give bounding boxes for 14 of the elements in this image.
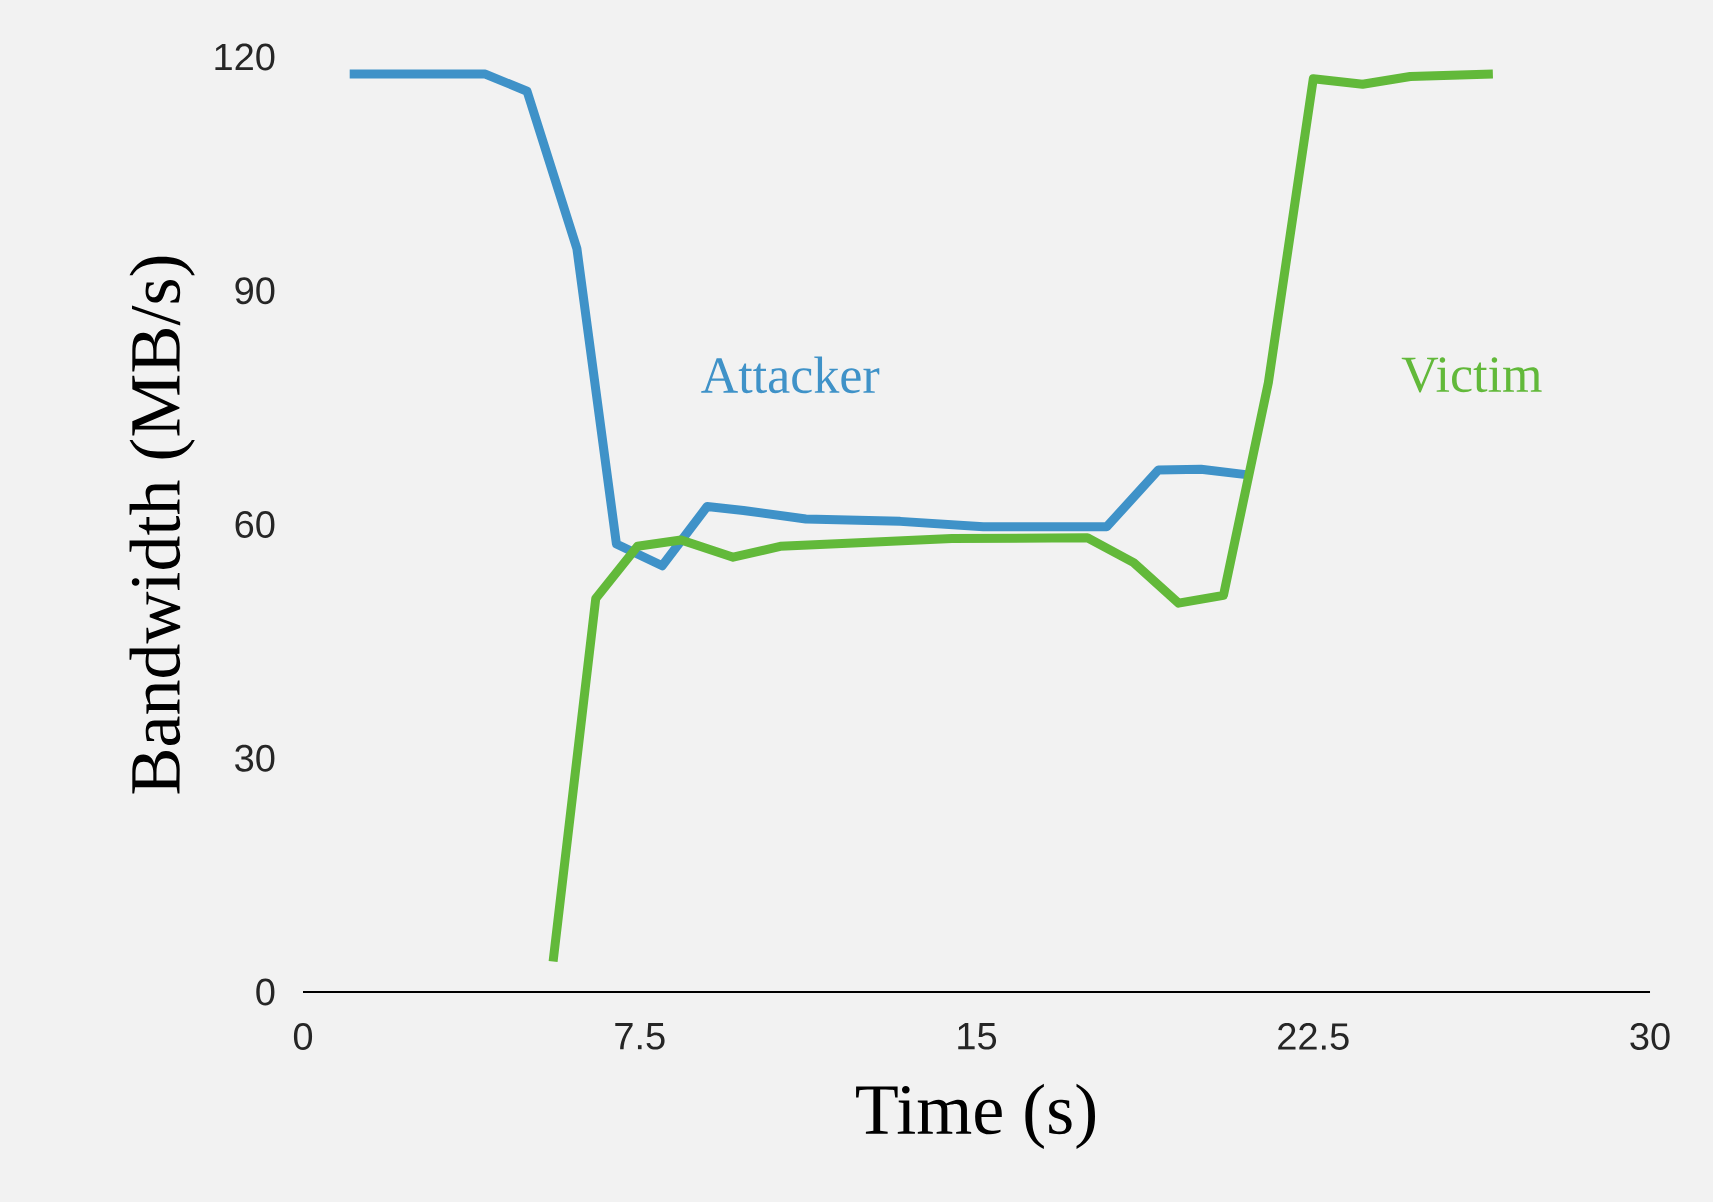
y-tick-label: 90 <box>235 277 275 305</box>
text: Victim <box>1401 357 1542 393</box>
y-tick-label: 60 <box>235 511 275 538</box>
y-axis-title: Bandwidth (MB/s) <box>129 256 195 794</box>
x-axis-title: Time (s) <box>856 1083 1095 1149</box>
x-tick-label: 15 <box>958 1023 997 1050</box>
y-tick-label: 0 <box>256 978 275 1006</box>
y-tick-label: 30 <box>235 744 275 772</box>
x-tick-label: 7.5 <box>615 1023 665 1050</box>
text: Attacker <box>701 356 880 394</box>
x-tick-label: 30 <box>1630 1023 1670 1050</box>
x-tick-label: 22.5 <box>1278 1023 1349 1050</box>
y-tick-label: 120 <box>215 43 275 71</box>
x-tick-label: 0 <box>293 1023 313 1050</box>
